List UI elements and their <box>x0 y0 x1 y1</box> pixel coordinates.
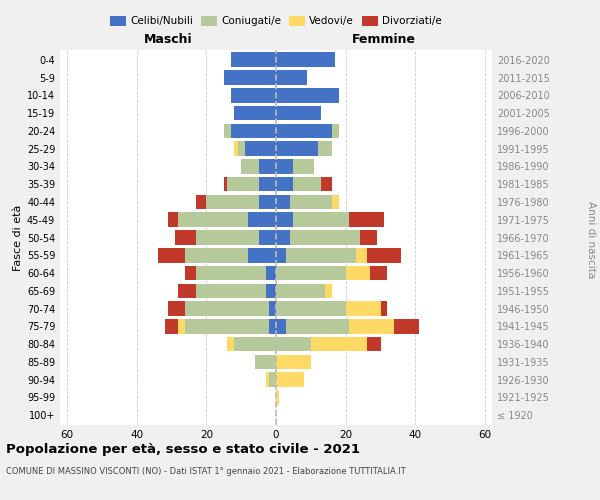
Bar <box>380 302 388 316</box>
Bar <box>185 266 196 280</box>
Bar <box>346 302 380 316</box>
Bar <box>276 106 321 120</box>
Bar <box>276 142 318 156</box>
Bar <box>224 70 276 85</box>
Bar <box>259 177 276 192</box>
Bar <box>276 194 290 209</box>
Bar <box>231 124 276 138</box>
Text: Popolazione per età, sesso e stato civile - 2021: Popolazione per età, sesso e stato civil… <box>6 442 360 456</box>
Text: Femmine: Femmine <box>352 33 416 46</box>
Bar <box>231 88 276 102</box>
Bar <box>269 302 276 316</box>
Bar <box>234 106 276 120</box>
Bar <box>276 302 346 316</box>
Bar <box>290 194 332 209</box>
Bar <box>356 248 367 262</box>
Bar <box>293 159 314 174</box>
Bar <box>227 177 259 192</box>
Bar <box>290 230 359 245</box>
Text: Anni di nascita: Anni di nascita <box>586 202 596 278</box>
Bar <box>248 248 276 262</box>
Bar <box>259 230 276 245</box>
Bar <box>185 302 269 316</box>
Bar <box>185 248 248 262</box>
Bar <box>269 319 276 334</box>
Bar <box>227 337 234 351</box>
Bar <box>164 319 178 334</box>
Bar <box>259 194 276 209</box>
Bar <box>196 284 266 298</box>
Bar <box>185 319 269 334</box>
Bar <box>318 142 332 156</box>
Bar <box>224 124 231 138</box>
Bar <box>168 302 185 316</box>
Bar <box>231 52 276 67</box>
Bar <box>276 337 311 351</box>
Bar <box>286 248 356 262</box>
Bar <box>269 372 276 387</box>
Bar <box>367 248 401 262</box>
Bar <box>255 354 276 369</box>
Bar <box>241 159 259 174</box>
Bar <box>234 337 276 351</box>
Bar <box>276 248 286 262</box>
Text: Maschi: Maschi <box>143 33 193 46</box>
Bar <box>245 142 276 156</box>
Bar <box>276 266 346 280</box>
Bar <box>332 194 339 209</box>
Bar <box>196 266 266 280</box>
Bar <box>196 230 259 245</box>
Bar <box>370 266 388 280</box>
Bar <box>266 284 276 298</box>
Bar <box>158 248 185 262</box>
Bar <box>359 230 377 245</box>
Bar <box>346 266 370 280</box>
Bar <box>276 319 286 334</box>
Bar <box>332 124 339 138</box>
Bar <box>168 212 178 227</box>
Bar <box>276 372 304 387</box>
Bar <box>234 142 238 156</box>
Bar <box>276 390 280 404</box>
Bar <box>293 212 349 227</box>
Bar <box>178 319 185 334</box>
Bar <box>276 354 311 369</box>
Bar <box>311 337 367 351</box>
Bar <box>325 284 332 298</box>
Bar <box>293 177 321 192</box>
Bar <box>196 194 206 209</box>
Text: COMUNE DI MASSINO VISCONTI (NO) - Dati ISTAT 1° gennaio 2021 - Elaborazione TUTT: COMUNE DI MASSINO VISCONTI (NO) - Dati I… <box>6 468 406 476</box>
Bar <box>259 159 276 174</box>
Bar <box>276 52 335 67</box>
Bar <box>276 177 293 192</box>
Bar <box>349 212 384 227</box>
Bar <box>276 88 339 102</box>
Bar <box>206 194 259 209</box>
Bar <box>178 284 196 298</box>
Bar <box>175 230 196 245</box>
Legend: Celibi/Nubili, Coniugati/e, Vedovi/e, Divorziati/e: Celibi/Nubili, Coniugati/e, Vedovi/e, Di… <box>106 12 446 30</box>
Bar <box>238 142 245 156</box>
Bar <box>276 70 307 85</box>
Bar <box>276 230 290 245</box>
Bar <box>178 212 248 227</box>
Bar <box>394 319 419 334</box>
Bar <box>276 212 293 227</box>
Bar <box>276 159 293 174</box>
Bar <box>321 177 332 192</box>
Bar <box>276 284 325 298</box>
Bar <box>266 266 276 280</box>
Bar <box>224 177 227 192</box>
Bar <box>248 212 276 227</box>
Bar <box>349 319 394 334</box>
Y-axis label: Fasce di età: Fasce di età <box>13 204 23 270</box>
Bar <box>286 319 349 334</box>
Bar <box>367 337 380 351</box>
Bar <box>276 124 332 138</box>
Bar <box>266 372 269 387</box>
